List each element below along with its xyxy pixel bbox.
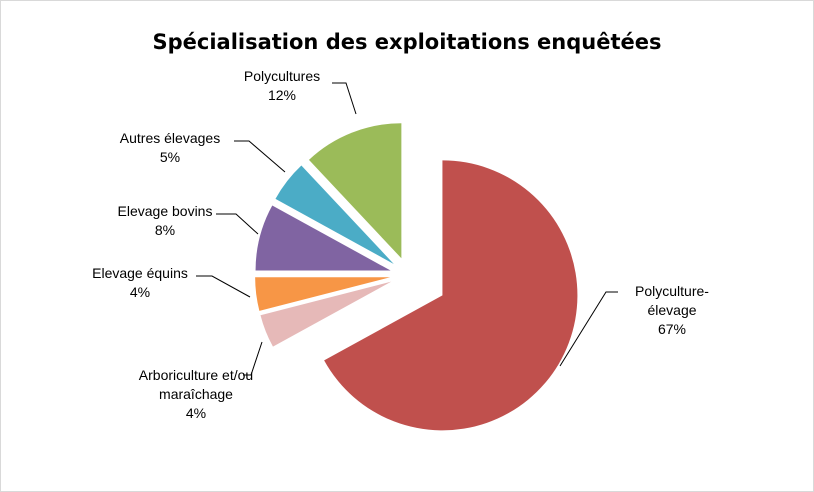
slice-label: Elevage bovins 8% — [90, 202, 240, 240]
leader-lines — [196, 82, 618, 376]
category-label: Elevage équins — [92, 265, 188, 281]
leader-line — [234, 140, 286, 173]
pie-slice — [255, 205, 391, 271]
value-label: 4% — [129, 284, 151, 300]
value-label: 4% — [185, 405, 207, 421]
leader-line — [216, 213, 259, 235]
category-label: Arboriculture et/ou maraîchage — [138, 367, 254, 402]
leader-line — [196, 275, 251, 298]
slice-label: Polycultures 12% — [222, 67, 342, 105]
slice-label: Autres élevages 5% — [95, 129, 245, 167]
pie-slice — [275, 165, 394, 264]
slice-label: Arboriculture et/ou maraîchage 4% — [137, 366, 255, 423]
category-label: Autres élevages — [119, 130, 221, 146]
slices — [255, 123, 578, 431]
leader-line — [332, 82, 357, 115]
category-label: Polycultures — [243, 68, 321, 84]
pie-slice — [255, 277, 391, 311]
pie-slice — [260, 281, 392, 347]
leader-line — [559, 291, 618, 367]
value-label: 12% — [267, 87, 297, 103]
chart-title: Spécialisation des exploitations enquêté… — [152, 30, 662, 54]
value-label: 5% — [159, 149, 181, 165]
pie-slice — [308, 123, 402, 259]
value-label: 67% — [657, 321, 687, 337]
pie-slice — [324, 160, 578, 431]
category-label: Polyculture-élevage — [635, 283, 709, 318]
slice-label: Elevage équins 4% — [70, 264, 210, 302]
category-label: Elevage bovins — [117, 203, 213, 219]
slice-label: Polyculture-élevage 67% — [622, 282, 722, 339]
value-label: 8% — [154, 222, 176, 238]
leader-line — [243, 341, 263, 376]
